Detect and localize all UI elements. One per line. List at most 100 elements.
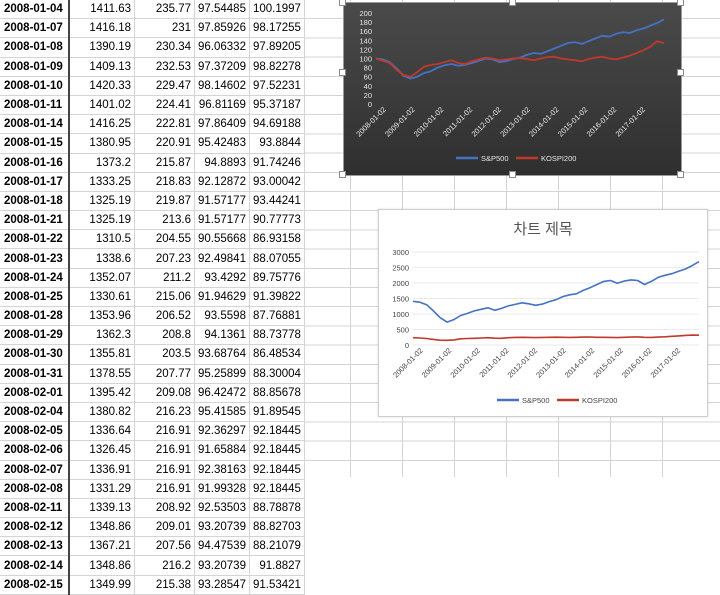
cell-kospi200-index[interactable]: 92.18445 bbox=[249, 421, 305, 442]
cell-kospi200-index[interactable]: 93.00042 bbox=[249, 172, 305, 192]
cell-sp500-index[interactable]: 98.14602 bbox=[194, 76, 250, 96]
cell-kospi200-index[interactable]: 91.53421 bbox=[249, 575, 305, 595]
cell-sp500-index[interactable]: 91.57177 bbox=[194, 210, 250, 231]
cell-sp500-index[interactable]: 94.1361 bbox=[194, 325, 250, 346]
cell-date[interactable]: 2008-02-06 bbox=[0, 440, 70, 461]
cell-kospi200-index[interactable]: 87.76881 bbox=[249, 306, 305, 327]
cell-date[interactable]: 2008-02-07 bbox=[0, 460, 70, 480]
cell-kospi200-index[interactable]: 97.52231 bbox=[249, 76, 305, 96]
cell-sp500[interactable]: 1333.25 bbox=[69, 172, 135, 192]
cell-date[interactable]: 2008-01-24 bbox=[0, 268, 70, 288]
cell-sp500[interactable]: 1348.86 bbox=[69, 555, 135, 576]
cell-kospi200[interactable]: 203.5 bbox=[134, 344, 195, 365]
cell-kospi200[interactable]: 216.2 bbox=[134, 555, 195, 576]
cell-sp500[interactable]: 1416.25 bbox=[69, 114, 135, 135]
cell-sp500[interactable]: 1380.95 bbox=[69, 133, 135, 154]
chart-resize-handle[interactable] bbox=[339, 171, 346, 178]
chart-light[interactable]: 차트 제목 0 500 1000 1500 2000 2500 3000 2008-01-02 2… bbox=[378, 209, 708, 417]
cell-kospi200-index[interactable]: 88.82703 bbox=[249, 517, 305, 538]
cell-kospi200-index[interactable]: 92.18445 bbox=[249, 440, 305, 461]
cell-sp500[interactable]: 1353.96 bbox=[69, 306, 135, 327]
cell-date[interactable]: 2008-01-11 bbox=[0, 95, 70, 116]
cell-sp500[interactable]: 1401.02 bbox=[69, 95, 135, 116]
cell-kospi200[interactable]: 222.81 bbox=[134, 114, 195, 135]
cell-kospi200[interactable]: 208.92 bbox=[134, 498, 195, 519]
cell-kospi200-index[interactable]: 95.37187 bbox=[249, 95, 305, 116]
cell-sp500[interactable]: 1330.61 bbox=[69, 287, 135, 308]
cell-date[interactable]: 2008-01-29 bbox=[0, 325, 70, 346]
cell-date[interactable]: 2008-01-21 bbox=[0, 210, 70, 231]
cell-date[interactable]: 2008-01-16 bbox=[0, 153, 70, 173]
cell-date[interactable]: 2008-01-25 bbox=[0, 287, 70, 308]
cell-kospi200-index[interactable]: 97.89205 bbox=[249, 37, 305, 58]
cell-sp500[interactable]: 1390.19 bbox=[69, 37, 135, 58]
cell-kospi200[interactable]: 235.77 bbox=[134, 0, 195, 20]
cell-sp500-index[interactable]: 93.4292 bbox=[194, 268, 250, 288]
cell-kospi200-index[interactable]: 88.30004 bbox=[249, 364, 305, 384]
cell-date[interactable]: 2008-01-04 bbox=[0, 0, 70, 20]
cell-sp500-index[interactable]: 94.8893 bbox=[194, 153, 250, 173]
cell-date[interactable]: 2008-02-11 bbox=[0, 498, 70, 519]
cell-sp500-index[interactable]: 92.38163 bbox=[194, 460, 250, 480]
cell-sp500[interactable]: 1336.91 bbox=[69, 460, 135, 480]
cell-kospi200-index[interactable]: 91.89545 bbox=[249, 402, 305, 423]
cell-sp500-index[interactable]: 94.47539 bbox=[194, 536, 250, 557]
cell-sp500-index[interactable]: 97.54485 bbox=[194, 0, 250, 20]
cell-sp500-index[interactable]: 91.94629 bbox=[194, 287, 250, 308]
cell-kospi200-index[interactable]: 91.74246 bbox=[249, 153, 305, 173]
cell-sp500[interactable]: 1411.63 bbox=[69, 0, 135, 20]
chart-resize-handle[interactable] bbox=[677, 0, 684, 6]
cell-sp500-index[interactable]: 97.37209 bbox=[194, 57, 250, 77]
cell-date[interactable]: 2008-01-15 bbox=[0, 133, 70, 154]
cell-kospi200[interactable]: 207.77 bbox=[134, 364, 195, 384]
cell-kospi200-index[interactable]: 91.39822 bbox=[249, 287, 305, 308]
cell-date[interactable]: 2008-01-23 bbox=[0, 248, 70, 269]
cell-kospi200-index[interactable]: 86.93158 bbox=[249, 229, 305, 250]
cell-date[interactable]: 2008-01-09 bbox=[0, 57, 70, 77]
cell-kospi200[interactable]: 211.2 bbox=[134, 268, 195, 288]
cell-sp500-index[interactable]: 95.42483 bbox=[194, 133, 250, 154]
cell-date[interactable]: 2008-02-08 bbox=[0, 479, 70, 499]
cell-kospi200[interactable]: 215.87 bbox=[134, 153, 195, 173]
cell-date[interactable]: 2008-02-04 bbox=[0, 402, 70, 423]
cell-date[interactable]: 2008-01-18 bbox=[0, 191, 70, 212]
cell-kospi200[interactable]: 216.91 bbox=[134, 460, 195, 480]
cell-kospi200-index[interactable]: 88.07055 bbox=[249, 248, 305, 269]
cell-sp500[interactable]: 1380.82 bbox=[69, 402, 135, 423]
cell-sp500[interactable]: 1395.42 bbox=[69, 383, 135, 403]
cell-date[interactable]: 2008-01-30 bbox=[0, 344, 70, 365]
cell-sp500[interactable]: 1420.33 bbox=[69, 76, 135, 96]
cell-kospi200[interactable]: 231 bbox=[134, 18, 195, 39]
cell-kospi200-index[interactable]: 91.8827 bbox=[249, 555, 305, 576]
cell-kospi200-index[interactable]: 90.77773 bbox=[249, 210, 305, 231]
cell-kospi200[interactable]: 232.53 bbox=[134, 57, 195, 77]
cell-sp500-index[interactable]: 90.55668 bbox=[194, 229, 250, 250]
cell-kospi200[interactable]: 213.6 bbox=[134, 210, 195, 231]
cell-kospi200[interactable]: 215.06 bbox=[134, 287, 195, 308]
cell-sp500-index[interactable]: 91.65884 bbox=[194, 440, 250, 461]
cell-date[interactable]: 2008-01-28 bbox=[0, 306, 70, 327]
cell-sp500[interactable]: 1355.81 bbox=[69, 344, 135, 365]
cell-sp500-index[interactable]: 96.42472 bbox=[194, 383, 250, 403]
chart-resize-handle[interactable] bbox=[677, 171, 684, 178]
cell-kospi200-index[interactable]: 94.69188 bbox=[249, 114, 305, 135]
cell-kospi200-index[interactable]: 88.21079 bbox=[249, 536, 305, 557]
cell-sp500-index[interactable]: 95.25899 bbox=[194, 364, 250, 384]
cell-kospi200-index[interactable]: 92.18445 bbox=[249, 479, 305, 499]
cell-kospi200[interactable]: 216.91 bbox=[134, 479, 195, 499]
cell-kospi200-index[interactable]: 88.73778 bbox=[249, 325, 305, 346]
cell-kospi200-index[interactable]: 98.82278 bbox=[249, 57, 305, 77]
cell-sp500[interactable]: 1331.29 bbox=[69, 479, 135, 499]
cell-sp500-index[interactable]: 92.53503 bbox=[194, 498, 250, 519]
cell-kospi200[interactable]: 215.38 bbox=[134, 575, 195, 595]
cell-sp500[interactable]: 1338.6 bbox=[69, 248, 135, 269]
cell-kospi200[interactable]: 206.52 bbox=[134, 306, 195, 327]
cell-sp500[interactable]: 1326.45 bbox=[69, 440, 135, 461]
cell-kospi200[interactable]: 230.34 bbox=[134, 37, 195, 58]
cell-sp500[interactable]: 1362.3 bbox=[69, 325, 135, 346]
cell-kospi200-index[interactable]: 88.78878 bbox=[249, 498, 305, 519]
cell-kospi200[interactable]: 209.01 bbox=[134, 517, 195, 538]
cell-sp500-index[interactable]: 96.81169 bbox=[194, 95, 250, 116]
cell-date[interactable]: 2008-02-05 bbox=[0, 421, 70, 442]
cell-kospi200[interactable]: 207.23 bbox=[134, 248, 195, 269]
